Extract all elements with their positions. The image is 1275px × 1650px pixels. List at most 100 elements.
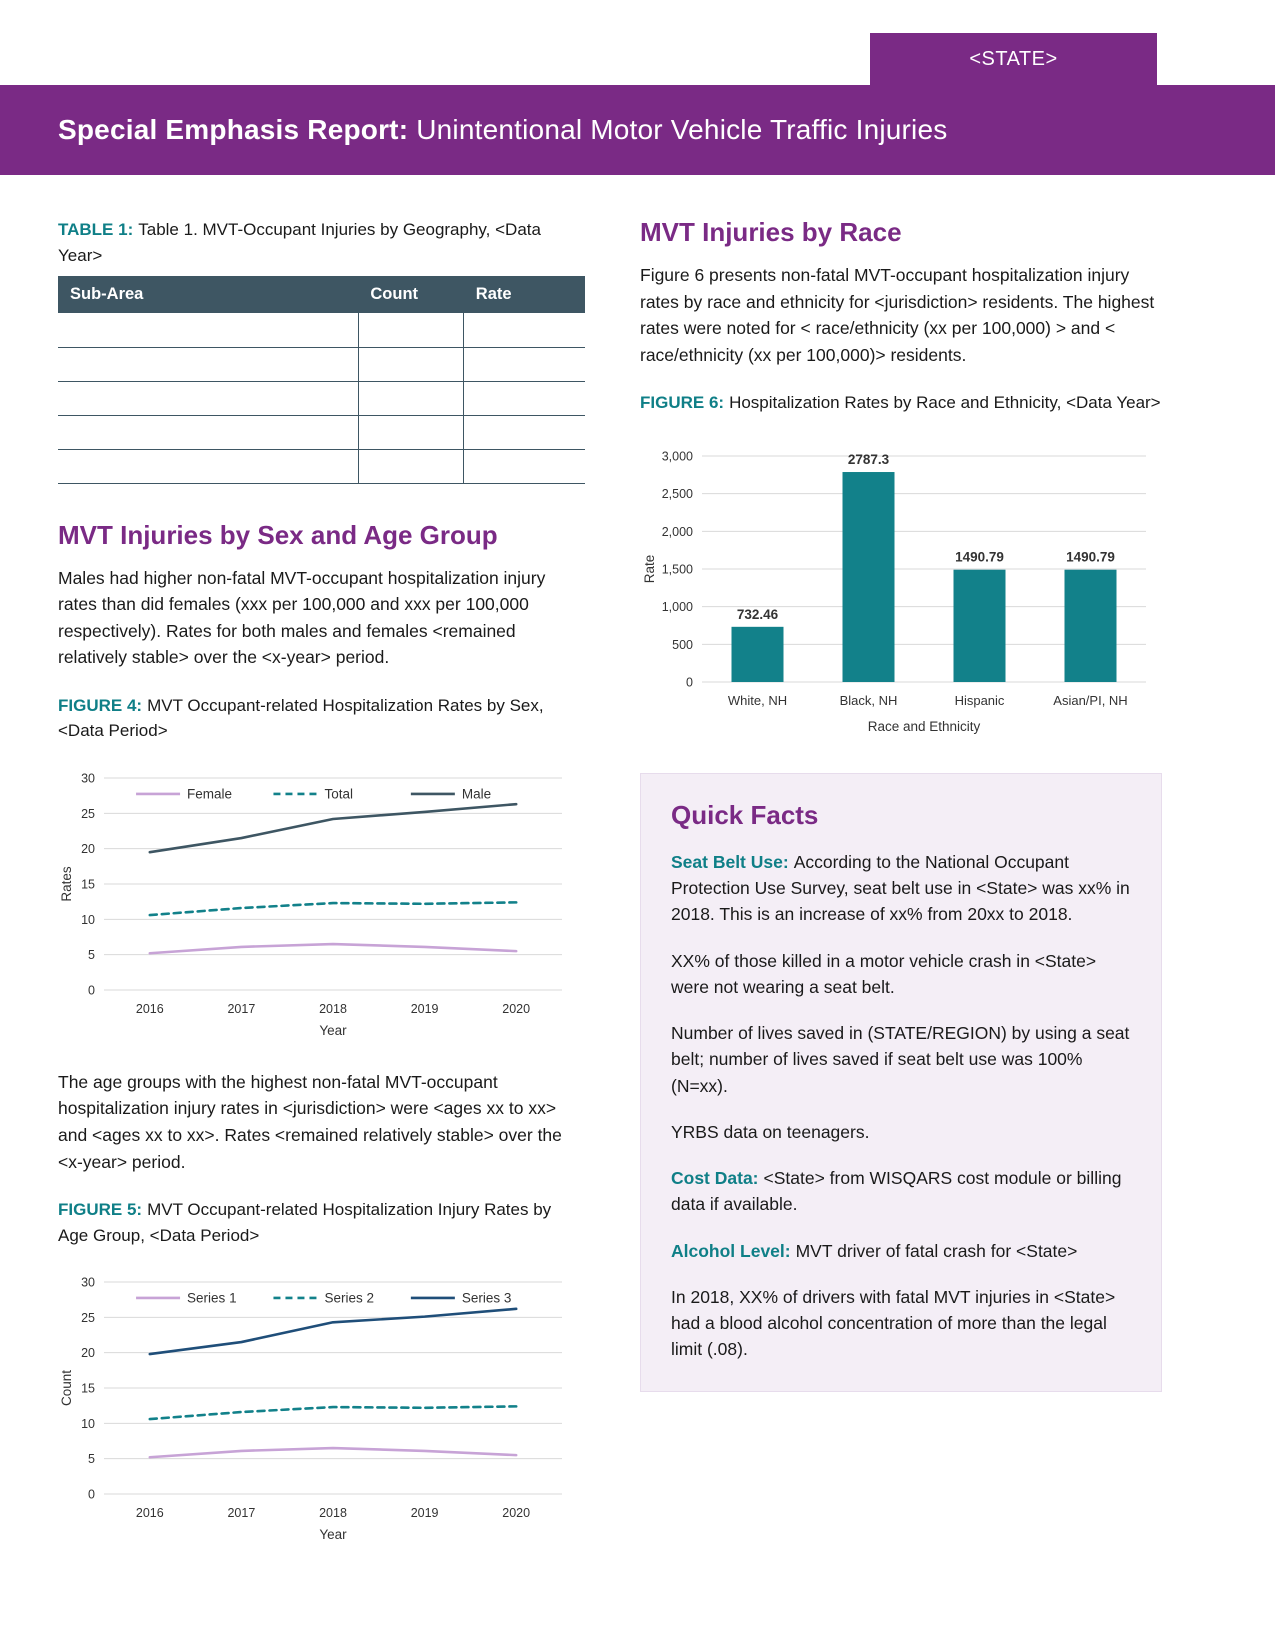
table-cell (463, 347, 585, 382)
table-cell (357, 381, 464, 416)
svg-text:5: 5 (88, 948, 95, 962)
svg-text:Asian/PI, NH: Asian/PI, NH (1053, 693, 1127, 708)
figure6-caption-text: Hospitalization Rates by Race and Ethnic… (729, 393, 1161, 413)
right-column: MVT Injuries by Race Figure 6 presents n… (640, 175, 1162, 1392)
table-cell (357, 347, 464, 382)
table-cell (58, 381, 359, 416)
figure5-caption-prefix: FIGURE 5: (58, 1200, 143, 1220)
state-tab: <STATE> (870, 33, 1157, 85)
table-cell (463, 449, 585, 484)
svg-text:Total: Total (324, 786, 353, 801)
svg-text:Series 3: Series 3 (462, 1291, 512, 1306)
svg-text:2018: 2018 (319, 1002, 347, 1016)
quick-fact-text: In 2018, XX% of drivers with fatal MVT i… (671, 1286, 1116, 1360)
svg-text:30: 30 (81, 1276, 95, 1290)
sex-age-paragraph-2: The age groups with the highest non-fata… (58, 1071, 562, 1172)
svg-text:15: 15 (81, 877, 95, 891)
table-cell (58, 313, 359, 348)
quick-fact-text: XX% of those killed in a motor vehicle c… (671, 950, 1097, 997)
svg-text:Count: Count (59, 1370, 74, 1406)
svg-text:Rates: Rates (59, 866, 74, 902)
svg-text:Hispanic: Hispanic (955, 693, 1005, 708)
svg-text:2020: 2020 (502, 1506, 530, 1520)
svg-text:1,500: 1,500 (662, 562, 693, 576)
svg-text:0: 0 (88, 983, 95, 997)
top-strip: <STATE> (0, 0, 1275, 85)
table1-row (58, 415, 585, 450)
table-cell (463, 313, 585, 348)
svg-text:3,000: 3,000 (662, 449, 693, 463)
svg-text:2,000: 2,000 (662, 525, 693, 539)
quick-fact-item: XX% of those killed in a motor vehicle c… (671, 948, 1131, 1001)
table1-caption-text: Table 1. MVT-Occupant Injuries by Geogra… (58, 220, 541, 265)
quick-fact-item: Seat Belt Use: According to the National … (671, 849, 1131, 928)
svg-text:2017: 2017 (227, 1002, 255, 1016)
svg-text:20: 20 (81, 842, 95, 856)
report-title-rest: Unintentional Motor Vehicle Traffic Inju… (416, 114, 948, 145)
table1: Sub-Area Count Rate (58, 276, 585, 484)
table1-caption: TABLE 1: Table 1. MVT-Occupant Injuries b… (58, 217, 585, 268)
svg-text:2017: 2017 (227, 1506, 255, 1520)
svg-text:2016: 2016 (136, 1506, 164, 1520)
svg-text:30: 30 (81, 771, 95, 785)
svg-text:15: 15 (81, 1382, 95, 1396)
figure4-caption-text: MVT Occupant-related Hospitalization Rat… (58, 695, 544, 741)
report-banner: Special Emphasis Report: Unintentional Mo… (0, 85, 1275, 175)
svg-text:Female: Female (187, 786, 232, 801)
report-title: Special Emphasis Report: Unintentional Mo… (58, 114, 947, 146)
svg-text:1,000: 1,000 (662, 600, 693, 614)
table-cell (58, 347, 359, 382)
table-cell (357, 313, 464, 348)
table1-row (58, 449, 585, 484)
quick-fact-text: <State> from WISQARS cost module or bill… (671, 1168, 1122, 1215)
svg-text:White, NH: White, NH (728, 693, 787, 708)
svg-text:732.46: 732.46 (737, 607, 779, 622)
svg-text:2020: 2020 (502, 1002, 530, 1016)
quick-fact-item: Number of lives saved in (STATE/REGION) … (671, 1020, 1131, 1099)
page-content: TABLE 1: Table 1. MVT-Occupant Injuries b… (0, 175, 1275, 1553)
svg-text:0: 0 (686, 675, 693, 689)
table1-caption-prefix: TABLE 1: (58, 220, 134, 239)
svg-text:10: 10 (81, 913, 95, 927)
section-heading-race: MVT Injuries by Race (640, 217, 902, 247)
figure5-caption-text: MVT Occupant-related Hospitalization Inj… (58, 1200, 552, 1245)
figure6-caption-prefix: FIGURE 6: (640, 393, 725, 413)
table1-header-row: Sub-Area Count Rate (58, 276, 585, 313)
svg-text:2016: 2016 (136, 1002, 164, 1016)
svg-text:Male: Male (462, 786, 491, 801)
svg-text:1490.79: 1490.79 (955, 550, 1004, 565)
svg-text:2019: 2019 (411, 1002, 439, 1016)
state-tab-label: <STATE> (969, 47, 1058, 70)
svg-text:Black, NH: Black, NH (840, 693, 898, 708)
svg-text:Series 2: Series 2 (324, 1291, 374, 1306)
quick-facts-heading: Quick Facts (671, 799, 819, 830)
svg-text:5: 5 (88, 1452, 95, 1466)
svg-text:Rate: Rate (642, 555, 657, 584)
table1-header-subarea: Sub-Area (58, 276, 359, 313)
svg-text:500: 500 (672, 638, 693, 652)
quick-fact-item: Cost Data: <State> from WISQARS cost modu… (671, 1165, 1131, 1218)
svg-text:Race and Ethnicity: Race and Ethnicity (868, 719, 981, 734)
figure6-caption: FIGURE 6: Hospitalization Rates by Race a… (640, 390, 1162, 416)
svg-text:20: 20 (81, 1346, 95, 1360)
svg-text:0: 0 (88, 1488, 95, 1502)
section-heading-sex-age: MVT Injuries by Sex and Age Group (58, 519, 498, 550)
sex-age-paragraph-1: Males had higher non-fatal MVT-occupant … (58, 567, 546, 668)
figure5-line-chart: 0 5 10 15 20 25 30 2016 2017 2018 2019 2020 Year Coun… (58, 1256, 585, 1553)
quick-facts-box: Quick Facts Seat Belt Use: According to t… (640, 772, 1162, 1392)
table-cell (463, 381, 585, 416)
left-column: TABLE 1: Table 1. MVT-Occupant Injuries b… (58, 175, 585, 1553)
quick-fact-item: YRBS data on teenagers. (671, 1119, 1131, 1145)
figure4-line-chart: 0 5 10 15 20 25 30 2016 2017 2018 2019 2020 Year Rate… (58, 752, 585, 1049)
table-cell (58, 449, 359, 484)
table-cell (463, 415, 585, 450)
table-cell (357, 449, 464, 484)
quick-fact-lead: Seat Belt Use: (671, 851, 789, 872)
race-paragraph: Figure 6 presents non-fatal MVT-occupant… (640, 265, 1155, 365)
quick-fact-text: YRBS data on teenagers. (671, 1121, 870, 1142)
figure6-bar-chart: 0 500 1,000 1,500 2,000 2,500 3,000 732.46 2787.… (640, 430, 1162, 747)
report-title-lead: Special Emphasis Report: (58, 114, 409, 145)
svg-text:1490.79: 1490.79 (1066, 550, 1115, 565)
figure5-svg: 0 5 10 15 20 25 30 2016 2017 2018 2019 2020 Year Coun… (59, 1276, 562, 1542)
